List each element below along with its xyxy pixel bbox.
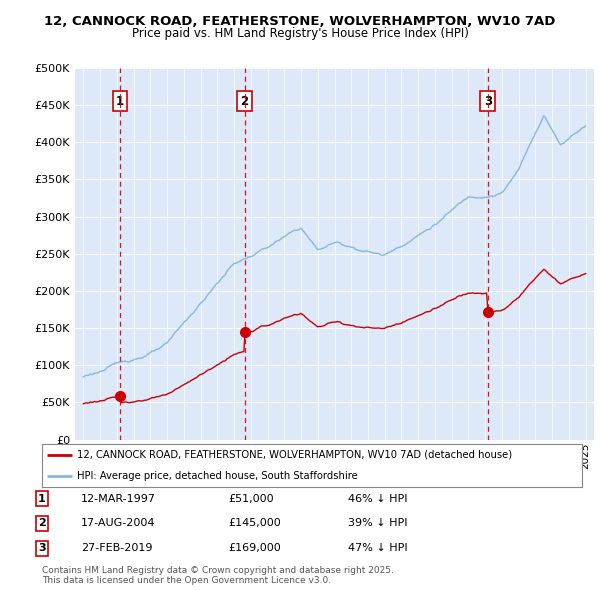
Text: HPI: Average price, detached house, South Staffordshire: HPI: Average price, detached house, Sout…	[77, 471, 358, 481]
Text: 2: 2	[241, 95, 248, 108]
Text: £145,000: £145,000	[228, 519, 281, 528]
Text: £169,000: £169,000	[228, 543, 281, 553]
Text: 3: 3	[484, 95, 492, 108]
Text: 39% ↓ HPI: 39% ↓ HPI	[348, 519, 407, 528]
Text: Price paid vs. HM Land Registry's House Price Index (HPI): Price paid vs. HM Land Registry's House …	[131, 27, 469, 40]
Text: £51,000: £51,000	[228, 494, 274, 503]
Text: 12-MAR-1997: 12-MAR-1997	[81, 494, 156, 503]
Text: 12, CANNOCK ROAD, FEATHERSTONE, WOLVERHAMPTON, WV10 7AD (detached house): 12, CANNOCK ROAD, FEATHERSTONE, WOLVERHA…	[77, 450, 512, 460]
Text: 47% ↓ HPI: 47% ↓ HPI	[348, 543, 407, 553]
Text: Contains HM Land Registry data © Crown copyright and database right 2025.
This d: Contains HM Land Registry data © Crown c…	[42, 566, 394, 585]
Text: 12, CANNOCK ROAD, FEATHERSTONE, WOLVERHAMPTON, WV10 7AD: 12, CANNOCK ROAD, FEATHERSTONE, WOLVERHA…	[44, 15, 556, 28]
Text: 1: 1	[116, 95, 124, 108]
Text: 46% ↓ HPI: 46% ↓ HPI	[348, 494, 407, 503]
Text: 1: 1	[38, 494, 46, 503]
Text: 2: 2	[38, 519, 46, 528]
Text: 3: 3	[38, 543, 46, 553]
Text: 27-FEB-2019: 27-FEB-2019	[81, 543, 152, 553]
Text: 17-AUG-2004: 17-AUG-2004	[81, 519, 155, 528]
